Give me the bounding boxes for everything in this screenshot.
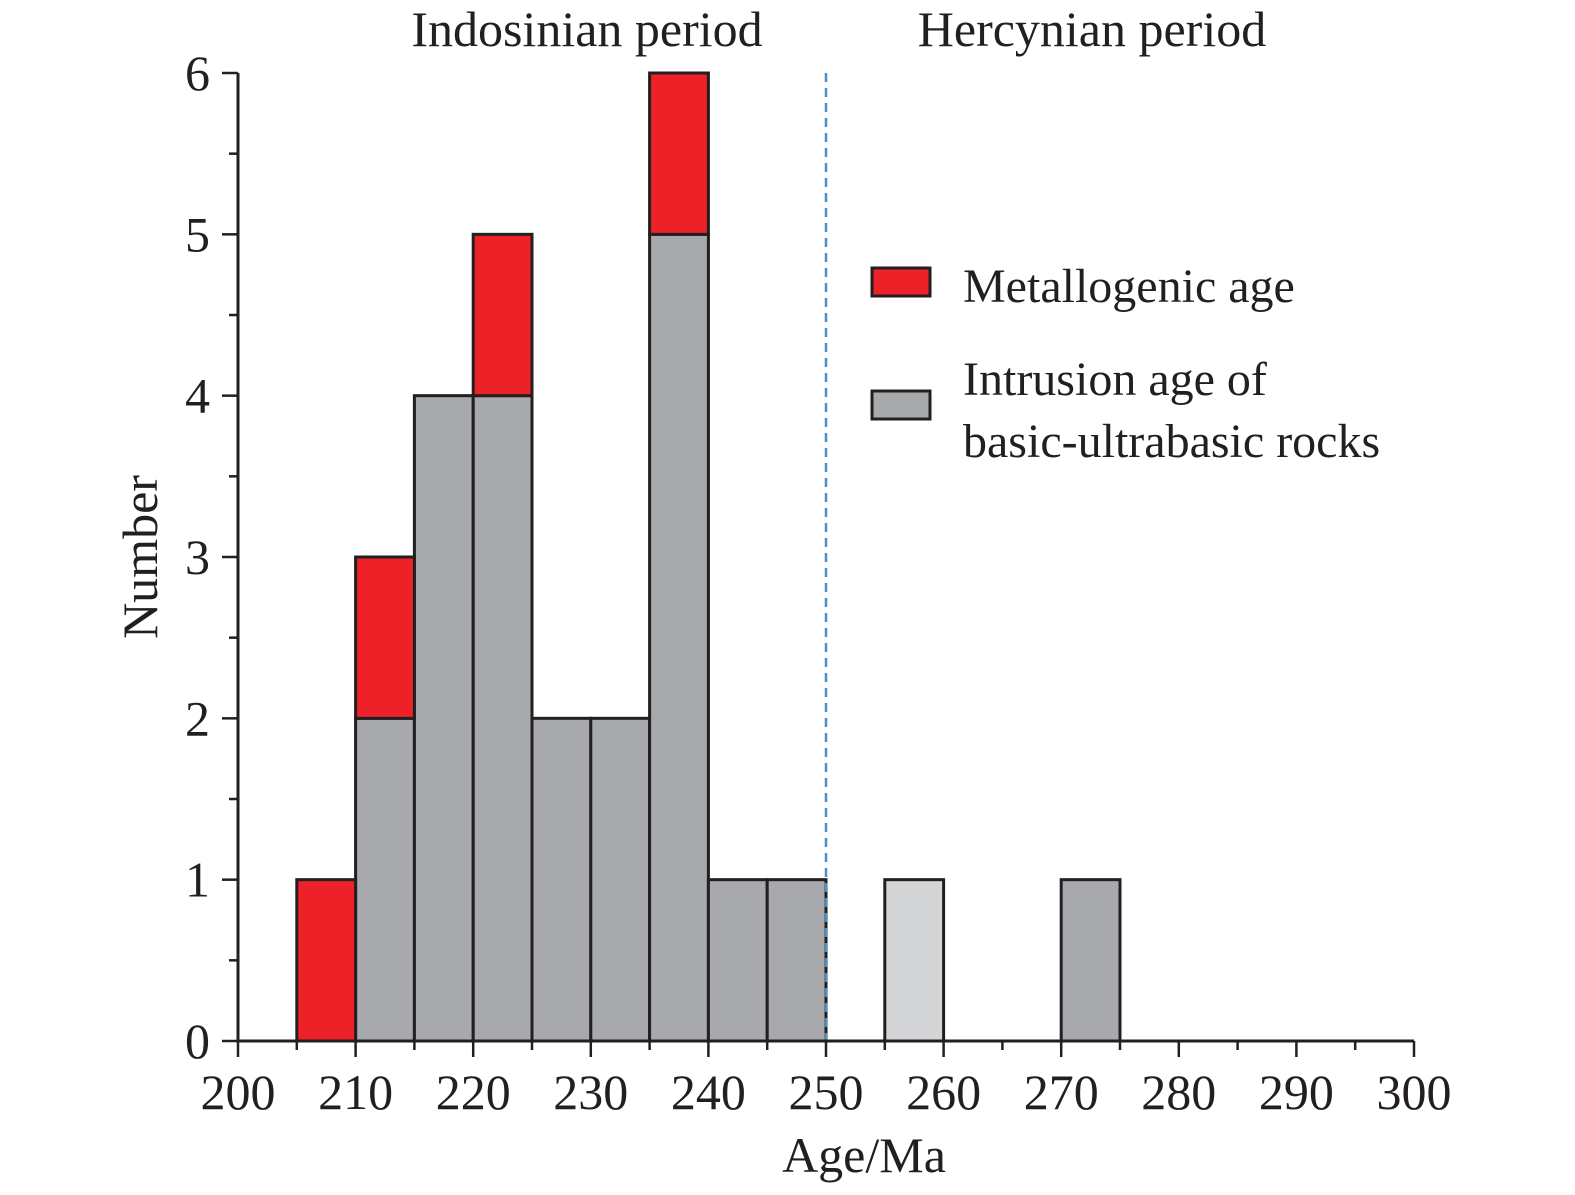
bar-intrusion-215 — [412, 394, 475, 1043]
bar-intrusion-270 — [1059, 878, 1122, 1043]
x-tick-label-280: 280 — [1141, 1064, 1216, 1120]
legend: Metallogenic age Intrusion age of basic-ul… — [870, 260, 1380, 468]
bar-metallogenic-205 — [295, 878, 358, 1043]
x-tick-label-200: 200 — [201, 1064, 276, 1120]
x-tick-label-210: 210 — [318, 1064, 393, 1120]
y-tick-label-5: 5 — [185, 206, 210, 262]
y-axis-title: Number — [112, 475, 168, 639]
bars-layer — [295, 71, 1122, 1043]
x-tick-label-250: 250 — [789, 1064, 864, 1120]
x-tick-label-220: 220 — [436, 1064, 511, 1120]
x-tick-label-300: 300 — [1377, 1064, 1452, 1120]
bar-metallogenic-210 — [354, 555, 416, 720]
bar-intrusion-235 — [648, 232, 710, 1043]
bar-intrusion-255 — [883, 878, 946, 1043]
y-tick-label-1: 1 — [185, 852, 210, 908]
bar-intrusion-240 — [706, 878, 769, 1043]
y-tick-label-0: 0 — [185, 1013, 210, 1069]
x-tick-label-260: 260 — [906, 1064, 981, 1120]
bar-intrusion-225 — [530, 716, 593, 1043]
y-tick-label-3: 3 — [185, 529, 210, 585]
x-tick-label-230: 230 — [553, 1064, 628, 1120]
x-tick-label-270: 270 — [1024, 1064, 1099, 1120]
bar-intrusion-220 — [471, 394, 534, 1043]
legend-label-intrusion-line2: basic-ultrabasic rocks — [963, 415, 1380, 468]
legend-swatch-intrusion — [870, 389, 932, 421]
bar-intrusion-245 — [765, 878, 828, 1043]
legend-swatch-metallogenic — [870, 266, 932, 298]
bar-metallogenic-235 — [648, 71, 710, 236]
x-tick-label-240: 240 — [671, 1064, 746, 1120]
bar-metallogenic-220 — [471, 232, 534, 398]
y-tick-label-6: 6 — [185, 45, 210, 101]
hercynian-period-label: Hercynian period — [918, 1, 1266, 57]
y-tick-label-4: 4 — [185, 368, 210, 424]
bar-intrusion-230 — [589, 716, 652, 1043]
y-tick-label-2: 2 — [185, 690, 210, 746]
labels-layer: 200 210 220 230 240 250 260 270 280 290 300 0 1 2 3 4 5 6… — [112, 1, 1452, 1183]
bar-intrusion-210 — [354, 716, 416, 1043]
legend-label-metallogenic: Metallogenic age — [963, 260, 1295, 313]
x-tick-label-290: 290 — [1259, 1064, 1334, 1120]
x-axis-title: Age/Ma — [782, 1127, 946, 1183]
axes-layer — [222, 71, 1416, 1057]
indosinian-period-label: Indosinian period — [411, 1, 762, 57]
legend-label-intrusion-line1: Intrusion age of — [963, 353, 1267, 406]
